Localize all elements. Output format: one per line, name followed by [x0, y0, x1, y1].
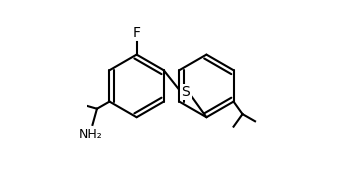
Text: NH₂: NH₂: [79, 129, 102, 141]
Text: S: S: [182, 85, 190, 99]
Text: F: F: [133, 26, 140, 40]
